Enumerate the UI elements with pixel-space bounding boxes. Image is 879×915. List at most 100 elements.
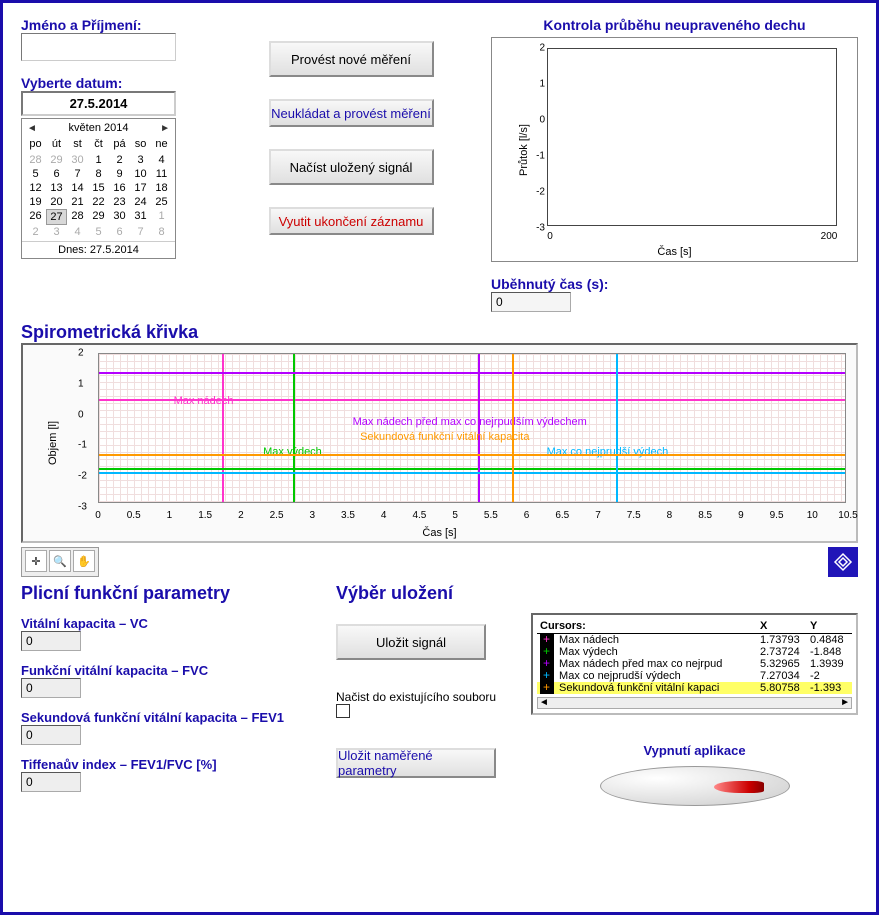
cal-day[interactable]: 4 (151, 153, 172, 167)
cal-day[interactable]: 18 (151, 181, 172, 195)
pan-tool-icon[interactable]: ✋ (73, 550, 95, 572)
cal-next-icon[interactable]: ► (160, 123, 170, 134)
cal-day[interactable]: 22 (88, 195, 109, 209)
cal-day[interactable]: 3 (130, 153, 151, 167)
cal-day[interactable]: 28 (25, 153, 46, 167)
elapsed-value: 0 (491, 292, 571, 312)
cal-day[interactable]: 15 (88, 181, 109, 195)
cal-day[interactable]: 23 (109, 195, 130, 209)
cal-day[interactable]: 7 (130, 225, 151, 239)
labview-icon (828, 547, 858, 577)
cal-day[interactable]: 6 (109, 225, 130, 239)
name-input[interactable] (21, 33, 176, 61)
cal-day[interactable]: 1 (88, 153, 109, 167)
cal-day[interactable]: 8 (88, 167, 109, 181)
cal-day[interactable]: 14 (67, 181, 88, 195)
cursors-x-header: X (757, 619, 807, 634)
cursor-row[interactable]: Max výdech2.73724-1.848 (537, 646, 852, 658)
save-params-button[interactable]: Uložit naměřené parametry (336, 748, 496, 778)
cal-day[interactable]: 17 (130, 181, 151, 195)
cursors-panel: Cursors: X Y Max nádech1.737930.4848 Max… (531, 613, 858, 715)
calendar[interactable]: ◄ květen 2014 ► poútstčtpásone 282930123… (21, 118, 176, 259)
selected-date: 27.5.2014 (21, 91, 176, 116)
cal-day[interactable]: 9 (109, 167, 130, 181)
cal-dow: po (25, 137, 46, 151)
params-title: Plicní funkční parametry (21, 583, 321, 604)
main-xlabel: Čas [s] (422, 527, 456, 539)
cal-day[interactable]: 8 (151, 225, 172, 239)
cal-day[interactable]: 16 (109, 181, 130, 195)
cal-day[interactable]: 13 (46, 181, 67, 195)
cal-day[interactable]: 12 (25, 181, 46, 195)
cal-dow: pá (109, 137, 130, 151)
cal-day[interactable]: 5 (88, 225, 109, 239)
chart-toolbar: ✛ 🔍 ✋ (21, 547, 99, 577)
cal-day[interactable]: 20 (46, 195, 67, 209)
tiff-value: 0 (21, 772, 81, 792)
fev1-value: 0 (21, 725, 81, 745)
cal-day[interactable]: 30 (109, 209, 130, 225)
name-label: Jméno a Příjmení: (21, 17, 211, 33)
elapsed-label: Uběhnutý čas (s): (491, 276, 858, 292)
cal-day[interactable]: 1 (151, 209, 172, 225)
mini-ylabel: Průtok [l/s] (518, 124, 530, 176)
cal-day[interactable]: 5 (25, 167, 46, 181)
cal-dow: so (130, 137, 151, 151)
cal-dow: ne (151, 137, 172, 151)
cal-day[interactable]: 4 (67, 225, 88, 239)
cal-day[interactable]: 24 (130, 195, 151, 209)
cal-day[interactable]: 30 (67, 153, 88, 167)
main-chart-title: Spirometrická křivka (21, 322, 858, 343)
cursor-row[interactable]: Max nádech1.737930.4848 (537, 634, 852, 647)
cal-prev-icon[interactable]: ◄ (27, 123, 37, 134)
mini-chart-title: Kontrola průběhu neupraveného dechu (491, 17, 858, 33)
nosave-measure-button[interactable]: Neukládat a provést měření (269, 99, 434, 127)
cal-dow: st (67, 137, 88, 151)
existing-file-label: Načist do existujícího souboru (336, 690, 516, 704)
cal-day[interactable]: 29 (88, 209, 109, 225)
mini-chart: Průtok [l/s] Čas [s] 210-1-2-3 0200 (491, 37, 858, 262)
fvc-value: 0 (21, 678, 81, 698)
crosshair-tool-icon[interactable]: ✛ (25, 550, 47, 572)
cal-day[interactable]: 26 (25, 209, 46, 225)
main-ylabel: Objem [l] (47, 421, 59, 465)
cal-day[interactable]: 28 (67, 209, 88, 225)
cal-day[interactable]: 6 (46, 167, 67, 181)
new-measure-button[interactable]: Provést nové měření (269, 41, 434, 77)
existing-file-checkbox[interactable] (336, 704, 350, 718)
cursor-row[interactable]: Sekundová funkční vitální kapaci5.80758-… (537, 682, 852, 694)
cal-day[interactable]: 10 (130, 167, 151, 181)
load-signal-button[interactable]: Načíst uložený signál (269, 149, 434, 185)
cal-day[interactable]: 31 (130, 209, 151, 225)
fev1-label: Sekundová funkční vitální kapacita – FEV… (21, 710, 321, 725)
save-signal-button[interactable]: Uložit signál (336, 624, 486, 660)
zoom-tool-icon[interactable]: 🔍 (49, 550, 71, 572)
power-label: Vypnutí aplikace (531, 743, 858, 758)
cal-day[interactable]: 3 (46, 225, 67, 239)
power-off-button[interactable] (600, 766, 790, 806)
fvc-label: Funkční vitální kapacita – FVC (21, 663, 321, 678)
cal-day[interactable]: 7 (67, 167, 88, 181)
cal-day[interactable]: 2 (25, 225, 46, 239)
tiff-label: Tiffenaův index – FEV1/FVC [%] (21, 757, 321, 772)
vc-label: Vitální kapacita – VC (21, 616, 321, 631)
cal-day[interactable]: 19 (25, 195, 46, 209)
cal-day[interactable]: 2 (109, 153, 130, 167)
cal-day[interactable]: 29 (46, 153, 67, 167)
cursor-row[interactable]: Max nádech před max co nejrpud5.329651.3… (537, 658, 852, 670)
main-chart: Max nádechMax výdechMax nádech před max … (21, 343, 858, 543)
cal-day[interactable]: 11 (151, 167, 172, 181)
cursor-row[interactable]: Max co nejprudší výdech7.27034-2 (537, 670, 852, 682)
force-stop-button[interactable]: Vyutit ukončení záznamu (269, 207, 434, 235)
cursors-y-header: Y (807, 619, 852, 634)
vc-value: 0 (21, 631, 81, 651)
cal-day[interactable]: 21 (67, 195, 88, 209)
mini-xlabel: Čas [s] (657, 246, 691, 258)
cal-today-label[interactable]: Dnes: 27.5.2014 (22, 241, 175, 258)
cal-day[interactable]: 25 (151, 195, 172, 209)
date-label: Vyberte datum: (21, 75, 211, 91)
cal-month-label: květen 2014 (69, 122, 129, 134)
cursors-scrollbar[interactable] (537, 697, 852, 709)
cal-day[interactable]: 27 (46, 209, 67, 225)
main-window: Jméno a Příjmení: Vyberte datum: 27.5.20… (0, 0, 879, 915)
